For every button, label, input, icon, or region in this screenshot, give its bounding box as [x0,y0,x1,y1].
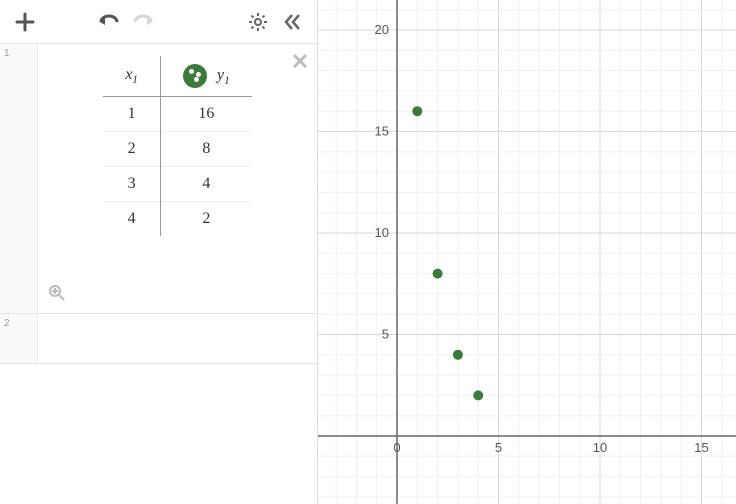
table-cell-y[interactable]: 8 [161,132,252,167]
table-cell-x[interactable]: 4 [103,202,160,237]
expression-row[interactable]: 1 x1 y1 [0,44,317,314]
redo-icon [131,13,155,31]
left-panel: 1 x1 y1 [0,0,318,504]
chevron-double-left-icon [282,12,302,32]
app-root: 1 x1 y1 [0,0,736,504]
expression-body: x1 y1 116283442 [38,44,317,313]
expression-row[interactable]: 2 [0,314,317,364]
table-row[interactable]: 28 [103,132,251,167]
gear-icon [248,12,268,32]
svg-text:20: 20 [375,22,389,37]
add-button[interactable] [8,5,42,39]
data-point[interactable] [453,350,463,360]
x-header-sub: 1 [132,74,138,86]
data-point[interactable] [412,106,422,116]
redo-button[interactable] [126,5,160,39]
table-cell-x[interactable]: 3 [103,167,160,202]
y-header-sub: 1 [224,75,230,87]
svg-text:15: 15 [694,440,708,455]
table-cell-y[interactable]: 4 [161,167,252,202]
series-color-icon[interactable] [183,64,207,88]
expression-body-empty[interactable] [38,314,317,363]
table-header-y[interactable]: y1 [161,56,252,97]
table-row[interactable]: 42 [103,202,251,237]
plus-icon [15,12,35,32]
table-row[interactable]: 34 [103,167,251,202]
svg-text:10: 10 [375,225,389,240]
svg-text:15: 15 [375,124,389,139]
table-cell-y[interactable]: 16 [161,97,252,132]
expression-index: 1 [0,44,38,313]
table-header-x[interactable]: x1 [103,56,160,97]
table-row[interactable]: 116 [103,97,251,132]
svg-text:10: 10 [593,440,607,455]
undo-icon [97,13,121,31]
svg-text:5: 5 [495,440,502,455]
undo-button[interactable] [92,5,126,39]
table-cell-x[interactable]: 2 [103,132,160,167]
graph-panel[interactable]: 0 5 10 15 5 10 15 20 [318,0,736,504]
settings-button[interactable] [241,5,275,39]
expression-index: 2 [0,314,38,363]
zoom-icon [48,284,66,302]
toolbar [0,0,317,44]
data-table[interactable]: x1 y1 116283442 [103,56,251,236]
table-cell-x[interactable]: 1 [103,97,160,132]
expression-list: 1 x1 y1 [0,44,317,504]
svg-text:5: 5 [382,327,389,342]
collapse-button[interactable] [275,5,309,39]
svg-text:0: 0 [393,440,400,455]
table-cell-y[interactable]: 2 [161,202,252,237]
zoom-fit-button[interactable] [48,284,66,307]
data-point[interactable] [433,269,443,279]
graph-canvas[interactable]: 0 5 10 15 5 10 15 20 [318,0,736,504]
close-icon [291,52,309,70]
delete-button[interactable] [291,52,309,75]
data-point[interactable] [473,390,483,400]
